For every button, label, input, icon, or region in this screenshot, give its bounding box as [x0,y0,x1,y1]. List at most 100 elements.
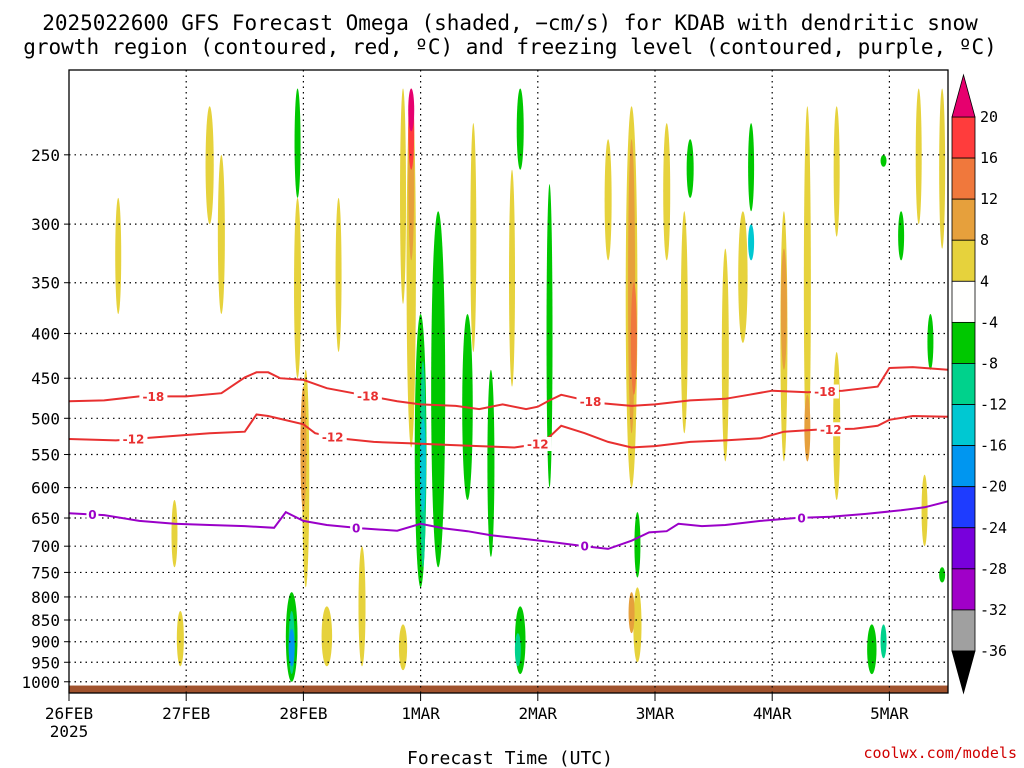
omega-blob [867,624,877,675]
omega-blob [738,211,748,343]
omega-blob [939,88,946,249]
contour-label-bg [119,432,148,447]
omega-blob [171,500,178,568]
colorbar-label: -28 [980,560,1007,578]
chart-title: 2025022600 GFS Forecast Omega (shaded, −… [23,11,997,59]
contour-label-bg [576,394,605,409]
contour-line [69,366,948,411]
omega-blob [628,592,635,634]
colorbar-segment [951,198,976,241]
contour-label-bg [139,389,168,404]
colorbar-label: -8 [980,354,998,372]
gridlines [69,70,948,693]
x-tick-label: 28FEB [279,704,327,723]
y-tick-label: 1000 [21,673,60,692]
omega-blob [335,197,342,353]
contour-label: -12 [322,431,344,445]
omega-blob [721,248,729,462]
x-tick-label: 3MAR [636,704,675,723]
contour-label: 0 [352,521,360,535]
omega-blob [833,106,840,237]
colorbar-bottom-arrow [951,650,976,695]
y-tick-label: 500 [31,409,60,428]
colorbar-label: -24 [980,519,1007,537]
colorbar-label: -12 [980,396,1007,414]
y-tick-label: 950 [31,653,60,672]
omega-blob [321,606,333,667]
omega-blob [604,139,612,261]
omega-blob [686,139,694,198]
omega-blob [487,369,495,557]
colorbar-segment [951,321,976,364]
colorbar-segment [951,404,976,447]
contour-label-bg [816,422,845,437]
omega-blob [358,546,366,667]
x-axis: 26FEB 27FEB 28FEB 1MAR 2MAR 3MAR 4MAR 5MAR 2025 [45,693,909,741]
omega-blob [205,106,214,225]
omega-blob [630,282,637,395]
colorbar-segment [951,486,976,529]
contour-label-bg [86,507,99,522]
contours: -18 -18 -18 -18 -12 -12 -12 -12 0 0 0 0 [69,366,948,554]
omega-blob [748,123,755,212]
colorbar-label: -32 [980,601,1007,619]
y-tick-label: 400 [31,324,60,343]
omega-blob [780,248,787,370]
colorbar-label: -36 [980,642,1007,660]
title-line-2: growth region (contoured, red, ºC) and f… [23,35,997,59]
omega-blob [176,610,184,667]
contour-label-bg [810,384,839,399]
x-tick-label: 5MAR [870,704,909,723]
contour-label: -12 [527,438,549,452]
colorbar-segment [951,280,976,323]
x-tick-sublabel: 2025 [50,722,89,741]
plot-frame [68,69,949,694]
y-tick-label: 250 [31,146,60,165]
omega-blob [294,197,302,379]
colorbar-segment [951,239,976,282]
omega-blob [514,633,521,667]
omega-blob [921,474,928,547]
contour-label-bg [350,520,363,535]
contour-label-bg [318,430,347,445]
omega-blob [419,418,426,513]
contour-line [69,500,948,550]
contour-label-bg [523,437,552,452]
contour-label: -18 [143,390,165,404]
contour-label-bg [578,539,591,554]
omega-blob [398,624,408,671]
y-tick-label: 350 [31,274,60,293]
x-tick-label: 2MAR [519,704,558,723]
omega-blob [400,88,407,304]
colorbar-segment [951,363,976,405]
colorbar-label: -16 [980,437,1007,455]
colorbar-segment [951,116,976,159]
y-tick-label: 850 [31,611,60,630]
contour-label: -18 [357,389,379,403]
plot-area: -18 -18 -18 -18 -12 -12 -12 -12 0 0 0 0 250 300 350 400… [21,69,949,741]
omega-blob [803,106,811,462]
x-axis-label: Forecast Time (UTC) [407,748,613,768]
y-tick-label: 450 [31,369,60,388]
colorbar-label: 8 [980,231,989,249]
omega-blob [516,88,524,170]
omega-blob [115,197,122,314]
omega-blob [915,88,922,225]
contour-label: -12 [820,423,842,437]
title-line-1: 2025022600 GFS Forecast Omega (shaded, −… [42,11,978,35]
colorbar-label: -4 [980,313,998,331]
y-tick-label: 700 [31,537,60,556]
colorbar-label: -20 [980,478,1007,496]
omega-blob [509,169,516,387]
credit-text: coolwx.com/models [863,744,1017,762]
y-tick-label: 800 [31,588,60,607]
colorbar-segment [951,445,976,488]
omega-blob [288,628,295,667]
y-tick-label: 550 [31,446,60,465]
omega-blob [804,394,811,462]
omega-blob [300,386,307,513]
contour-line [69,413,948,449]
omega-blob [470,123,477,353]
omega-blob [294,88,301,198]
